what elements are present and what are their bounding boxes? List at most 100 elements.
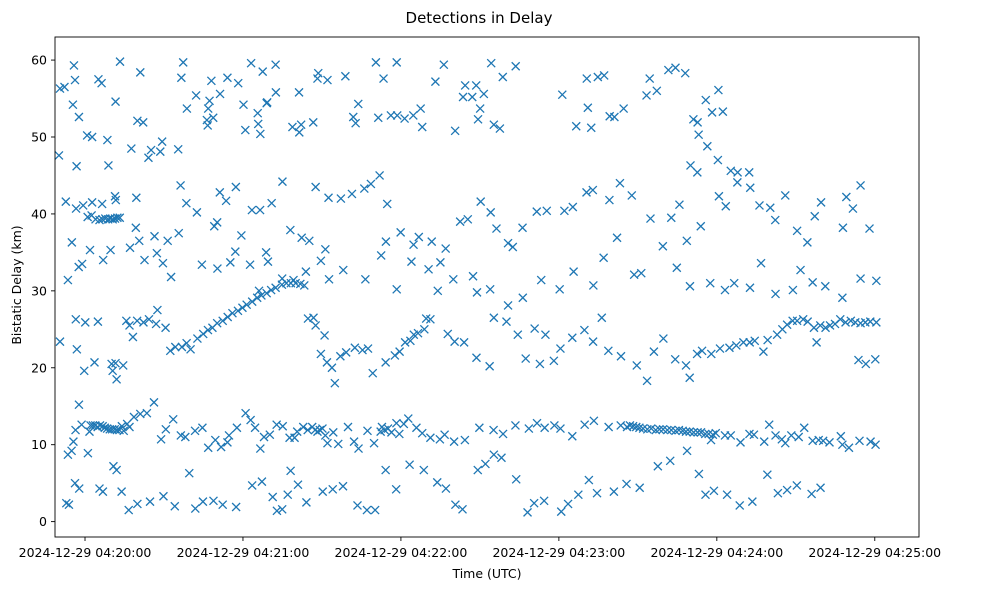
x-tick-label: 2024-12-29 04:25:00 xyxy=(808,545,941,560)
data-point-marker xyxy=(782,485,792,495)
data-point-marker xyxy=(441,244,451,253)
data-point-marker xyxy=(836,431,846,441)
data-point-marker xyxy=(697,346,707,356)
data-point-marker xyxy=(363,426,372,436)
data-point-marker xyxy=(333,439,343,449)
data-point-marker xyxy=(353,99,363,109)
data-point-marker xyxy=(458,504,467,514)
data-point-marker xyxy=(74,484,84,493)
data-point-marker xyxy=(311,182,321,192)
data-point-marker xyxy=(555,284,565,294)
data-point-marker xyxy=(152,248,162,258)
data-point-marker xyxy=(747,497,757,507)
data-point-marker xyxy=(366,179,376,189)
data-point-marker xyxy=(604,195,614,205)
data-point-marker xyxy=(215,89,225,99)
data-point-marker xyxy=(472,287,482,297)
data-point-marker xyxy=(475,104,485,113)
data-point-marker xyxy=(145,497,155,507)
data-point-marker xyxy=(386,427,396,437)
data-point-marker xyxy=(622,479,631,489)
data-point-marker xyxy=(255,444,265,453)
data-point-marker xyxy=(460,81,470,90)
data-point-marker xyxy=(542,206,552,216)
data-point-marker xyxy=(807,489,817,499)
data-point-marker xyxy=(419,465,429,475)
data-point-marker xyxy=(642,91,651,100)
data-point-marker xyxy=(108,214,118,224)
data-point-marker xyxy=(340,71,350,81)
data-point-marker xyxy=(706,435,716,445)
data-point-marker xyxy=(685,281,695,291)
data-point-marker xyxy=(90,357,99,367)
data-point-marker xyxy=(324,193,333,203)
data-point-marker xyxy=(455,217,465,227)
data-point-marker xyxy=(233,78,243,88)
data-point-marker xyxy=(458,92,468,102)
data-point-marker xyxy=(72,344,82,354)
data-point-marker xyxy=(391,484,401,494)
data-point-marker xyxy=(347,189,357,199)
data-point-marker xyxy=(810,211,820,221)
data-point-marker xyxy=(870,354,880,364)
data-point-marker xyxy=(518,223,527,233)
data-point-marker xyxy=(206,76,216,86)
data-point-marker xyxy=(588,281,598,290)
y-tick-label: 30 xyxy=(31,283,47,298)
data-point-marker xyxy=(394,429,404,439)
data-point-marker xyxy=(93,317,103,327)
data-point-marker xyxy=(261,247,271,257)
data-point-marker xyxy=(678,426,688,436)
y-tick-label: 40 xyxy=(31,206,47,221)
data-point-marker xyxy=(268,492,278,502)
data-point-marker xyxy=(354,444,363,453)
data-point-marker xyxy=(370,505,380,515)
data-point-marker xyxy=(409,240,419,250)
data-point-marker xyxy=(745,283,755,293)
data-point-marker xyxy=(382,199,392,209)
data-point-marker xyxy=(112,213,122,223)
data-point-marker xyxy=(408,111,418,120)
data-point-marker xyxy=(368,368,378,378)
plot-area: 2024-12-29 04:20:00 2024-12-29 04:21:00 20… xyxy=(19,36,941,560)
data-point-marker xyxy=(166,272,176,282)
data-point-marker xyxy=(681,427,691,437)
data-point-marker xyxy=(799,423,809,433)
data-point-marker xyxy=(349,437,359,447)
data-point-marker xyxy=(125,422,134,432)
data-point-marker xyxy=(241,408,251,418)
data-point-marker xyxy=(180,432,190,442)
data-point-marker xyxy=(112,374,122,384)
data-point-marker xyxy=(192,334,202,343)
data-point-marker xyxy=(111,195,121,205)
data-point-marker xyxy=(696,221,706,231)
data-point-marker xyxy=(83,448,93,458)
data-point-marker xyxy=(182,104,192,113)
data-point-marker xyxy=(121,316,131,326)
data-point-marker xyxy=(395,347,405,357)
data-point-marker xyxy=(771,289,780,299)
data-point-marker xyxy=(424,264,434,274)
data-point-marker xyxy=(567,431,577,441)
data-point-marker xyxy=(835,314,845,324)
data-point-marker xyxy=(476,197,486,207)
data-point-marker xyxy=(406,257,416,267)
data-point-marker xyxy=(320,244,330,254)
data-point-marker xyxy=(117,421,127,431)
data-point-marker xyxy=(674,200,684,210)
data-point-marker xyxy=(80,317,90,327)
data-point-marker xyxy=(111,358,121,368)
data-point-marker xyxy=(351,118,361,128)
data-point-marker xyxy=(532,418,542,428)
data-point-marker xyxy=(773,488,783,498)
data-point-marker xyxy=(635,483,645,493)
data-point-marker xyxy=(681,361,691,370)
data-point-marker xyxy=(338,265,348,275)
data-point-marker xyxy=(503,301,513,310)
data-point-marker xyxy=(242,300,252,310)
data-point-marker xyxy=(798,314,808,324)
data-point-marker xyxy=(759,437,769,447)
data-point-marker xyxy=(765,203,775,213)
data-point-marker xyxy=(240,125,250,135)
